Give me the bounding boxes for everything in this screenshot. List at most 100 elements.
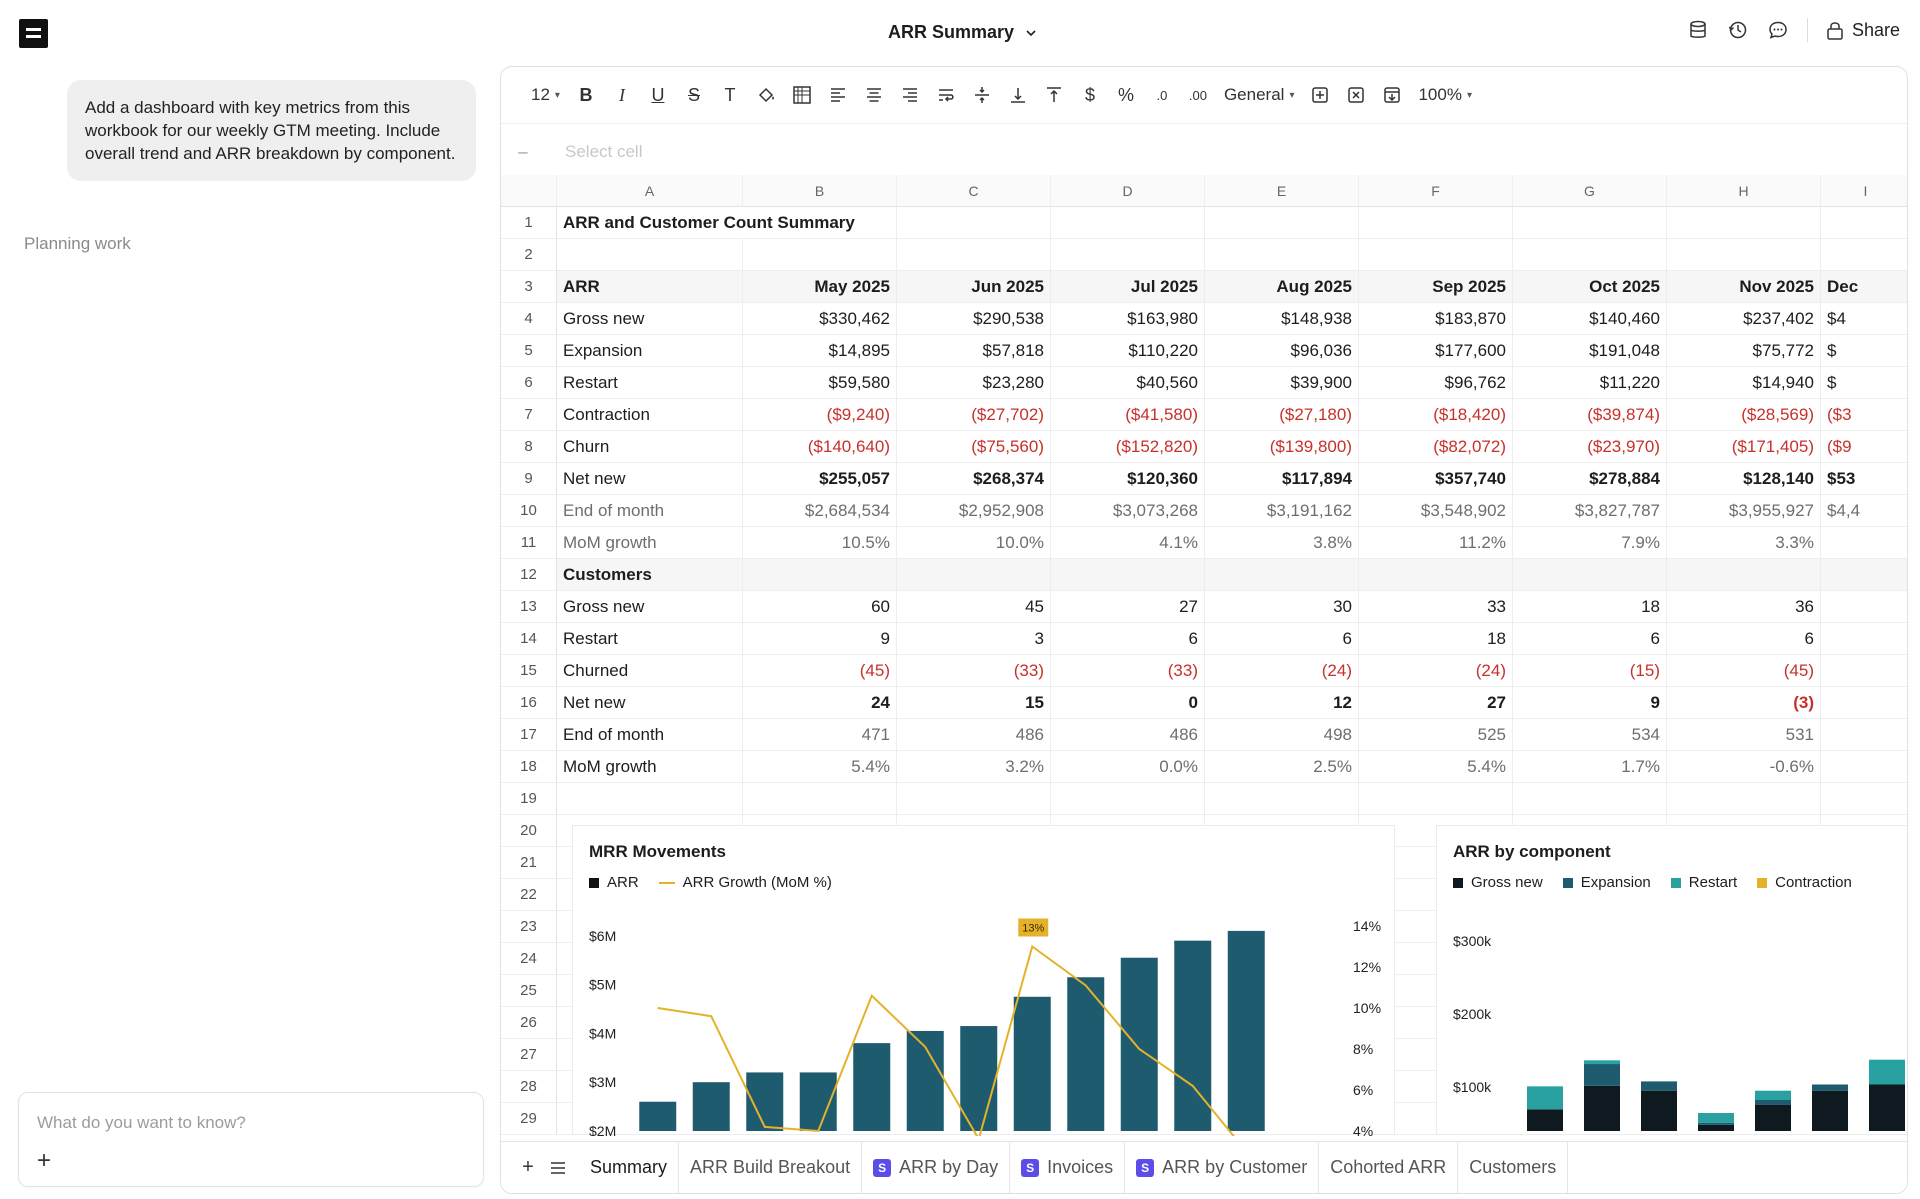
- table-cell[interactable]: [1821, 623, 1907, 655]
- arr-by-component-chart[interactable]: ARR by component Gross new Expansion Res…: [1436, 825, 1907, 1135]
- table-cell[interactable]: End of month: [557, 719, 743, 751]
- table-cell[interactable]: [743, 239, 897, 271]
- table-cell[interactable]: ($9: [1821, 431, 1907, 463]
- table-cell[interactable]: $3,827,787: [1513, 495, 1667, 527]
- table-cell[interactable]: $237,402: [1667, 303, 1821, 335]
- percent-format-icon[interactable]: %: [1117, 84, 1134, 105]
- table-cell[interactable]: 498: [1205, 719, 1359, 751]
- table-cell[interactable]: ARR: [557, 271, 743, 303]
- table-cell[interactable]: 30: [1205, 591, 1359, 623]
- table-cell[interactable]: 18: [1359, 623, 1513, 655]
- table-cell[interactable]: [1667, 559, 1821, 591]
- table-cell[interactable]: $357,740: [1359, 463, 1513, 495]
- row-header[interactable]: 8: [501, 431, 557, 463]
- table-cell[interactable]: $11,220: [1513, 367, 1667, 399]
- strikethrough-icon[interactable]: S: [687, 84, 700, 105]
- table-cell[interactable]: 7.9%: [1513, 527, 1667, 559]
- number-format-select[interactable]: General ▾: [1223, 85, 1295, 104]
- row-header[interactable]: 3: [501, 271, 557, 303]
- row-header[interactable]: 15: [501, 655, 557, 687]
- table-cell[interactable]: 60: [743, 591, 897, 623]
- table-cell[interactable]: $59,580: [743, 367, 897, 399]
- column-header[interactable]: I: [1821, 175, 1907, 207]
- table-cell[interactable]: $330,462: [743, 303, 897, 335]
- table-cell[interactable]: 11.2%: [1359, 527, 1513, 559]
- table-cell[interactable]: $39,900: [1205, 367, 1359, 399]
- table-cell[interactable]: 24: [743, 687, 897, 719]
- tab-customers[interactable]: Customers: [1458, 1141, 1569, 1193]
- table-cell[interactable]: Gross new: [557, 303, 743, 335]
- table-cell[interactable]: $120,360: [1051, 463, 1205, 495]
- row-header[interactable]: 5: [501, 335, 557, 367]
- row-header[interactable]: 7: [501, 399, 557, 431]
- row-header[interactable]: 11: [501, 527, 557, 559]
- table-cell[interactable]: Jun 2025: [897, 271, 1051, 303]
- menu-icon[interactable]: [19, 19, 48, 48]
- table-cell[interactable]: Jul 2025: [1051, 271, 1205, 303]
- table-cell[interactable]: $23,280: [897, 367, 1051, 399]
- vertical-align-middle-icon[interactable]: [964, 77, 1000, 113]
- column-header[interactable]: C: [897, 175, 1051, 207]
- column-header[interactable]: E: [1205, 175, 1359, 207]
- table-cell[interactable]: [557, 239, 743, 271]
- tab-arr-by-day[interactable]: S ARR by Day: [862, 1141, 1011, 1193]
- table-cell[interactable]: ($39,874): [1513, 399, 1667, 431]
- bold-icon[interactable]: B: [579, 84, 593, 105]
- table-cell[interactable]: End of month: [557, 495, 743, 527]
- table-cell[interactable]: [1205, 239, 1359, 271]
- table-cell[interactable]: [1359, 783, 1513, 815]
- table-cell[interactable]: $255,057: [743, 463, 897, 495]
- row-header[interactable]: 9: [501, 463, 557, 495]
- row-header[interactable]: 16: [501, 687, 557, 719]
- chat-input-placeholder[interactable]: What do you want to know?: [37, 1113, 246, 1132]
- table-cell[interactable]: $110,220: [1051, 335, 1205, 367]
- table-cell[interactable]: (45): [743, 655, 897, 687]
- italic-icon[interactable]: I: [618, 84, 625, 105]
- database-icon[interactable]: [1687, 19, 1709, 41]
- table-cell[interactable]: Expansion: [557, 335, 743, 367]
- table-cell[interactable]: [1821, 559, 1907, 591]
- row-header[interactable]: 13: [501, 591, 557, 623]
- mrr-movements-chart[interactable]: MRR Movements ARR ARR Growth (MoM %) $6M…: [572, 825, 1395, 1136]
- row-header[interactable]: 24: [501, 943, 557, 975]
- table-cell[interactable]: $278,884: [1513, 463, 1667, 495]
- table-cell[interactable]: Aug 2025: [1205, 271, 1359, 303]
- increase-decimal-icon[interactable]: .00: [1188, 87, 1207, 103]
- row-header[interactable]: 27: [501, 1039, 557, 1071]
- table-cell[interactable]: 486: [897, 719, 1051, 751]
- table-cell[interactable]: [897, 207, 1051, 239]
- table-cell[interactable]: 15: [897, 687, 1051, 719]
- table-cell[interactable]: $183,870: [1359, 303, 1513, 335]
- add-sheet-icon[interactable]: +: [522, 1156, 534, 1178]
- table-cell[interactable]: [1051, 559, 1205, 591]
- table-cell[interactable]: $96,762: [1359, 367, 1513, 399]
- table-cell[interactable]: [1821, 239, 1907, 271]
- table-cell[interactable]: $3,073,268: [1051, 495, 1205, 527]
- row-header[interactable]: 26: [501, 1007, 557, 1039]
- table-cell[interactable]: -0.6%: [1667, 751, 1821, 783]
- table-cell[interactable]: $4: [1821, 303, 1907, 335]
- table-cell[interactable]: $40,560: [1051, 367, 1205, 399]
- table-cell[interactable]: [557, 783, 743, 815]
- tab-arr-build-breakout[interactable]: ARR Build Breakout: [679, 1141, 863, 1193]
- table-cell[interactable]: [1821, 527, 1907, 559]
- table-cell[interactable]: ($82,072): [1359, 431, 1513, 463]
- table-cell[interactable]: 6: [1513, 623, 1667, 655]
- row-header[interactable]: 10: [501, 495, 557, 527]
- table-cell[interactable]: 9: [1513, 687, 1667, 719]
- table-cell[interactable]: MoM growth: [557, 751, 743, 783]
- table-cell[interactable]: [1821, 751, 1907, 783]
- vertical-align-bottom-icon[interactable]: [1000, 77, 1036, 113]
- table-cell[interactable]: $57,818: [897, 335, 1051, 367]
- table-cell[interactable]: 4.1%: [1051, 527, 1205, 559]
- table-cell[interactable]: ($28,569): [1667, 399, 1821, 431]
- table-cell[interactable]: ($152,820): [1051, 431, 1205, 463]
- table-cell[interactable]: 3.2%: [897, 751, 1051, 783]
- table-cell[interactable]: [1821, 591, 1907, 623]
- table-cell[interactable]: $53: [1821, 463, 1907, 495]
- table-cell[interactable]: ($41,580): [1051, 399, 1205, 431]
- fill-color-icon[interactable]: [748, 77, 784, 113]
- row-header[interactable]: 17: [501, 719, 557, 751]
- table-cell[interactable]: Restart: [557, 623, 743, 655]
- row-header[interactable]: 23: [501, 911, 557, 943]
